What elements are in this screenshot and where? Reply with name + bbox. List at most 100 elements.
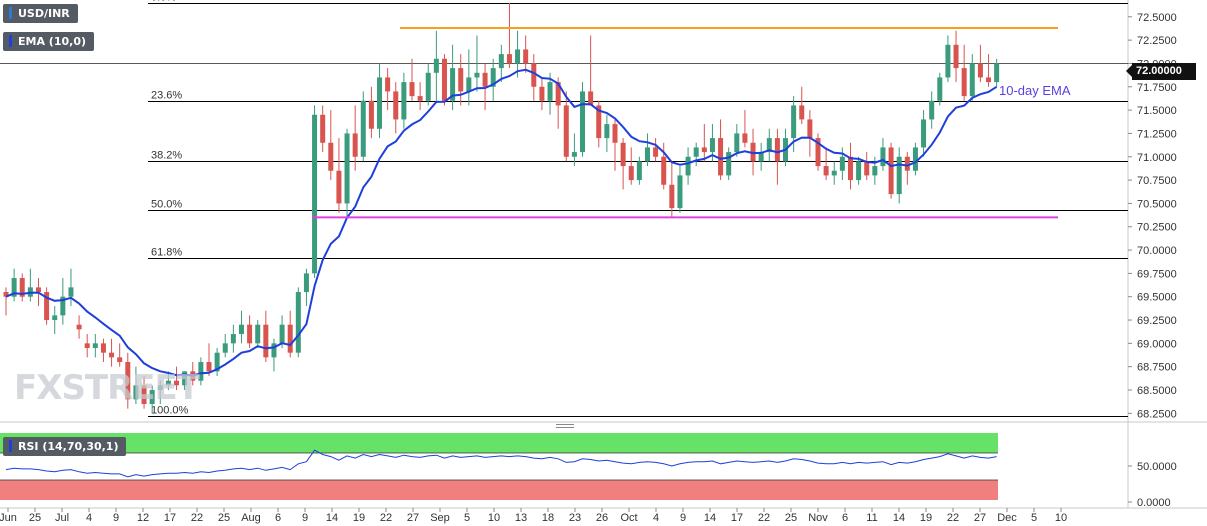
fib-level-label: 38.2%: [151, 150, 182, 162]
candle-bearish: [555, 82, 561, 106]
rsi-tick-label: 0.0000: [1137, 497, 1171, 509]
time-tick-label: 14: [704, 512, 716, 524]
candle-bearish: [76, 324, 82, 330]
candle-bearish: [287, 324, 293, 353]
candle-bullish: [303, 273, 309, 293]
candle-bullish: [734, 133, 740, 153]
time-tick-label: 25: [29, 512, 41, 524]
time-tick-label: 27: [407, 512, 419, 524]
candle-bullish: [312, 114, 318, 274]
candle-bullish: [644, 147, 650, 162]
candle-bullish: [133, 385, 139, 400]
candle-bearish: [961, 68, 967, 97]
candle-bearish: [141, 385, 147, 405]
ema-line: [5, 68, 998, 377]
time-tick-label: 4: [653, 512, 659, 524]
price-tick-label: 71.2500: [1137, 128, 1177, 140]
time-tick-label: Dec: [997, 512, 1017, 524]
candle-bearish: [3, 292, 9, 297]
candle-bullish: [68, 287, 74, 297]
candle-bullish: [969, 63, 975, 97]
time-tick-label: Oct: [620, 512, 637, 524]
time-tick-label: 25: [218, 512, 230, 524]
price-tick-label: 69.0000: [1137, 338, 1177, 350]
candle-bearish: [588, 91, 594, 106]
time-tick-label: Jun: [0, 512, 17, 524]
fibonacci-levels: 0.0% 23.6% 38.2% 50.0% 61.8% 100.0%: [0, 0, 1128, 417]
candle-bullish: [896, 156, 902, 195]
time-tick-label: 17: [164, 512, 176, 524]
candle-bullish: [726, 152, 732, 176]
candle-bullish: [758, 152, 764, 162]
price-tick-label: 68.5000: [1137, 385, 1177, 397]
candle-bearish: [904, 156, 910, 171]
candle-bullish: [693, 147, 699, 157]
panel-splitter-handle[interactable]: [556, 424, 574, 430]
rsi-oversold-band: [0, 480, 998, 500]
time-tick-label: Jul: [55, 512, 69, 524]
candle-bullish: [92, 343, 98, 349]
candle-bullish: [839, 156, 845, 171]
time-tick-label: Aug: [241, 512, 261, 524]
watermark-logo: FXSTREET: [14, 368, 200, 408]
time-tick-label: 11: [866, 512, 877, 524]
price-tick-label: 70.2500: [1137, 222, 1177, 234]
time-tick-label: 25: [785, 512, 797, 524]
symbol-legend[interactable]: USD/INR: [3, 4, 78, 23]
price-tick-label: 71.7500: [1137, 82, 1177, 94]
ema-legend[interactable]: EMA (10,0): [3, 32, 94, 51]
candle-bullish: [880, 147, 886, 167]
rsi-legend[interactable]: RSI (14,70,30,1): [3, 437, 127, 456]
candles: [3, 2, 1000, 414]
ema-legend-label: EMA (10,0): [18, 35, 86, 48]
price-tick-label: 69.5000: [1137, 292, 1177, 304]
candle-bullish: [182, 371, 188, 386]
time-tick-label: 14: [326, 512, 338, 524]
ema-series: [5, 68, 998, 377]
candle-bearish: [458, 68, 464, 92]
rsi-overbought-band: [0, 433, 998, 453]
fib-level-label: 50.0%: [151, 199, 182, 211]
candle-bullish: [279, 324, 285, 344]
candle-bearish: [701, 147, 707, 153]
candle-bearish: [620, 142, 626, 167]
candle-bullish: [149, 390, 155, 405]
candle-bearish: [986, 77, 992, 83]
fib-level-label: 0.0%: [151, 0, 176, 4]
rsi-legend-label: RSI (14,70,30,1): [18, 440, 119, 453]
time-tick-label: 22: [947, 512, 959, 524]
candle-bullish: [433, 58, 439, 73]
legend-swatch: [9, 440, 12, 452]
candle-bullish: [515, 49, 521, 64]
candle-bullish: [52, 315, 58, 321]
time-tick-label: 9: [302, 512, 308, 524]
candle-bearish: [539, 86, 545, 101]
time-tick-label: 6: [842, 512, 848, 524]
candle-bullish: [921, 119, 927, 148]
candle-bullish: [856, 161, 862, 181]
legend-swatch: [9, 35, 12, 47]
candle-bullish: [230, 334, 236, 344]
time-tick-label: 9: [680, 512, 686, 524]
candle-bearish: [628, 166, 634, 181]
candle-bullish: [165, 380, 171, 386]
candle-bullish: [685, 156, 691, 176]
candle-bullish: [157, 385, 163, 391]
time-tick-label: Nov: [808, 512, 828, 524]
candle-bearish: [109, 352, 115, 358]
time-tick-label: 18: [542, 512, 554, 524]
candle-bullish: [831, 170, 837, 176]
candle-bullish: [636, 161, 642, 181]
candle-bullish: [255, 324, 261, 344]
candle-bullish: [360, 100, 366, 157]
time-tick-label: 26: [596, 512, 608, 524]
candle-bearish: [174, 380, 180, 386]
candle-bullish: [994, 63, 1000, 83]
candle-bearish: [206, 362, 212, 372]
candle-bearish: [718, 138, 724, 176]
candle-bearish: [409, 82, 415, 97]
candle-bearish: [661, 156, 667, 185]
candle-bullish: [238, 324, 244, 335]
candle-bullish: [580, 91, 586, 153]
candle-bearish: [653, 147, 659, 157]
